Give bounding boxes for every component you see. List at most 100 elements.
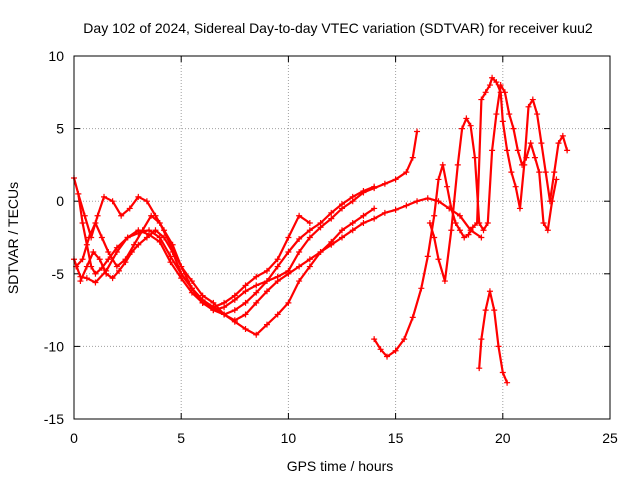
data-point [94, 212, 101, 219]
data-point [482, 307, 489, 314]
data-point [101, 193, 108, 200]
data-point [188, 285, 195, 292]
data-point [435, 256, 442, 263]
data-point [139, 227, 146, 234]
data-point [441, 278, 448, 285]
data-point [96, 256, 103, 263]
data-point [553, 176, 560, 183]
data-point [296, 263, 303, 270]
data-point [88, 234, 95, 241]
data-point [478, 234, 485, 241]
data-point [242, 299, 249, 306]
data-point [403, 202, 410, 209]
data-point [188, 278, 195, 285]
data-point [152, 212, 159, 219]
data-point [540, 219, 547, 226]
data-point [349, 219, 356, 226]
data-point [467, 122, 474, 129]
data-point [555, 140, 562, 147]
data-point [439, 161, 446, 168]
chart-title: Day 102 of 2024, Sidereal Day-to-day VTE… [83, 20, 593, 36]
series-line [373, 76, 569, 358]
data-point [504, 379, 511, 386]
data-point [486, 288, 493, 295]
data-point [551, 169, 558, 176]
data-point [274, 278, 281, 285]
data-point [538, 140, 545, 147]
data-point [221, 299, 228, 306]
data-point [501, 89, 508, 96]
x-axis-title: GPS time / hours [287, 458, 394, 474]
data-point [489, 74, 496, 81]
data-point [98, 234, 105, 241]
data-point [508, 169, 515, 176]
plot-frame [73, 55, 611, 420]
y-tick-label: -15 [44, 411, 64, 427]
data-point [476, 365, 483, 372]
series-track-7 [426, 82, 560, 285]
data-point [463, 115, 470, 122]
data-point [253, 289, 260, 296]
y-tick-label: 5 [56, 121, 64, 137]
data-point [328, 209, 335, 216]
data-point [105, 256, 112, 263]
data-point [118, 212, 125, 219]
data-point [253, 273, 260, 280]
data-point [263, 321, 270, 328]
data-point [360, 188, 367, 195]
data-point [328, 238, 335, 245]
data-point [128, 249, 135, 256]
data-point [253, 282, 260, 289]
data-point [296, 235, 303, 242]
data-point [231, 318, 238, 325]
data-point [371, 336, 378, 343]
data-point [79, 256, 86, 263]
series-line [478, 290, 509, 384]
data-point [426, 219, 433, 226]
data-point [529, 96, 536, 103]
data-point [263, 288, 270, 295]
data-point [456, 227, 463, 234]
y-tick-label: -5 [52, 266, 65, 282]
data-point [90, 249, 97, 256]
data-point [122, 259, 129, 266]
data-point [510, 125, 517, 132]
series-track-8 [476, 288, 511, 386]
data-point [285, 249, 292, 256]
data-point [178, 270, 185, 277]
series-layer [71, 74, 571, 386]
data-point [525, 103, 532, 110]
data-point [360, 212, 367, 219]
data-point [392, 176, 399, 183]
data-point [559, 132, 566, 139]
data-point [448, 227, 455, 234]
data-point [92, 279, 99, 286]
data-point [465, 231, 472, 238]
data-point [135, 241, 142, 248]
data-point [471, 154, 478, 161]
data-point [339, 227, 345, 234]
data-point [199, 296, 206, 303]
y-tick-label: -10 [44, 338, 64, 354]
data-point [231, 292, 238, 299]
data-point [126, 205, 133, 212]
data-point [285, 234, 292, 241]
data-point [306, 234, 313, 241]
data-point [381, 180, 388, 187]
data-point [499, 369, 506, 376]
data-point [339, 234, 345, 241]
data-point [454, 161, 461, 168]
data-point [169, 249, 176, 256]
data-point [242, 325, 249, 332]
data-point [75, 190, 82, 197]
data-point [489, 147, 496, 154]
data-point [519, 161, 526, 168]
data-point [167, 259, 174, 266]
data-point [231, 307, 238, 314]
data-point [169, 241, 176, 248]
data-point [459, 125, 466, 132]
data-point [469, 224, 476, 231]
data-point [210, 304, 217, 311]
data-point [403, 169, 410, 176]
data-point [242, 311, 249, 318]
